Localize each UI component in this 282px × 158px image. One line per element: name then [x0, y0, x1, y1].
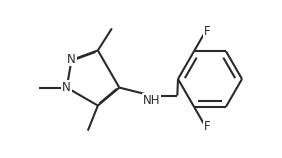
Text: F: F: [204, 120, 210, 133]
Text: NH: NH: [143, 94, 160, 107]
Text: N: N: [62, 81, 71, 94]
Text: N: N: [67, 52, 76, 66]
Text: F: F: [204, 25, 210, 38]
